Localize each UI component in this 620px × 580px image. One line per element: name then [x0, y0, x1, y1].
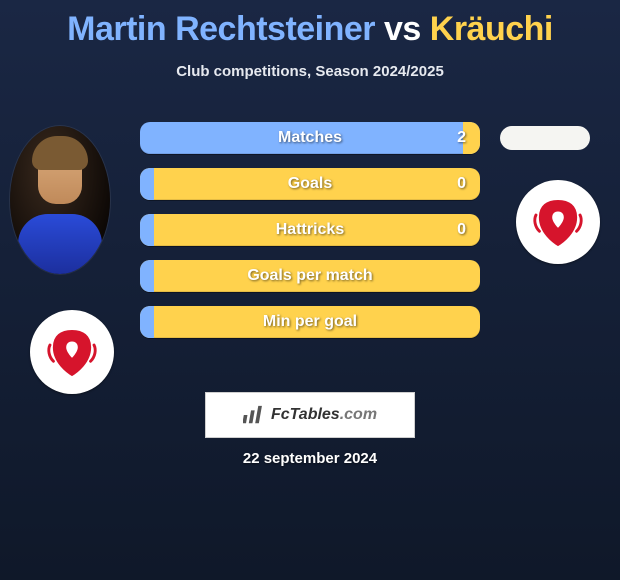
player2-photo-placeholder: [500, 126, 590, 150]
player1-club-logo: [30, 310, 114, 394]
stats-panel: Matches 2 Goals 0 Hattricks 0 Goals per …: [140, 122, 480, 352]
stat-row-hattricks: Hattricks 0: [140, 214, 480, 246]
stat-value-matches: 2: [457, 129, 466, 147]
watermark-text-suffix: .com: [340, 406, 377, 423]
title-player1: Martin Rechtsteiner: [67, 10, 375, 48]
stat-value-hattricks: 0: [457, 221, 466, 239]
fctables-watermark: FcTables.com: [205, 392, 415, 438]
stat-label-mpg: Min per goal: [263, 313, 357, 331]
stat-row-matches: Matches 2: [140, 122, 480, 154]
stat-row-goals: Goals 0: [140, 168, 480, 200]
title-player2: Kräuchi: [430, 10, 553, 48]
player2-club-logo: [516, 180, 600, 264]
stat-row-gpm: Goals per match: [140, 260, 480, 292]
watermark-text-main: FcTables: [271, 406, 340, 423]
stat-value-goals: 0: [457, 175, 466, 193]
generated-date: 22 september 2024: [0, 450, 620, 467]
bar-chart-icon: [243, 404, 265, 426]
stat-label-matches: Matches: [278, 129, 342, 147]
vaduz-crest-icon: [43, 323, 101, 381]
vaduz-crest-icon: [529, 193, 587, 251]
title-vs: vs: [384, 10, 421, 48]
player1-photo: [10, 126, 110, 274]
stat-label-hattricks: Hattricks: [276, 221, 344, 239]
page-title: Martin Rechtsteiner vs Kräuchi: [0, 0, 620, 49]
player1-jersey: [18, 214, 102, 274]
stat-label-goals: Goals: [288, 175, 332, 193]
stat-row-mpg: Min per goal: [140, 306, 480, 338]
subtitle: Club competitions, Season 2024/2025: [0, 63, 620, 80]
stat-label-gpm: Goals per match: [247, 267, 372, 285]
